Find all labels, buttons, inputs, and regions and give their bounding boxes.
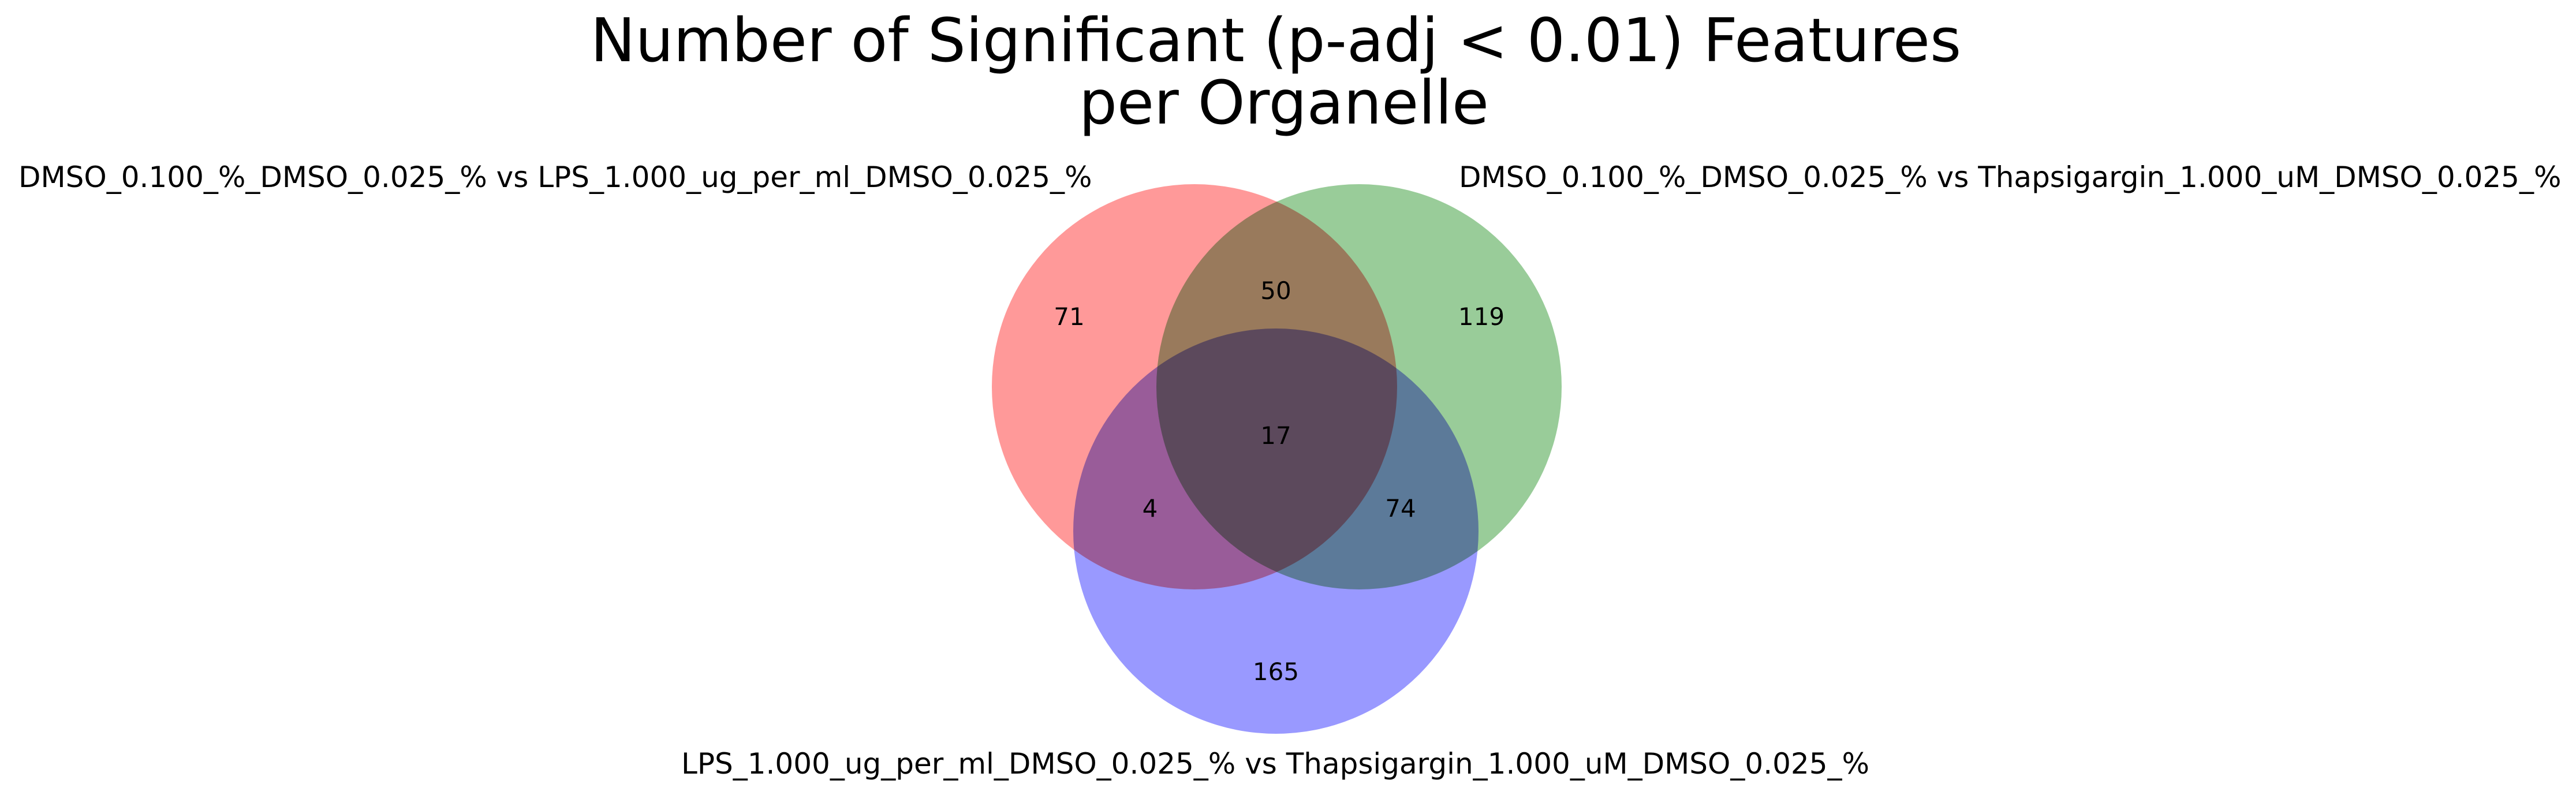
set-a-label: DMSO_0.100_%_DMSO_0.025_% vs LPS_1.000_u… [18, 160, 1092, 194]
count-a-c: 4 [1143, 494, 1158, 522]
region-counts: 71 119 165 50 4 74 17 [1054, 277, 1504, 686]
count-b-only: 119 [1458, 303, 1504, 331]
title-line-1: Number of Significant (p-adj < 0.01) Fea… [591, 5, 1961, 76]
count-a-only: 71 [1054, 303, 1084, 331]
set-c-label: LPS_1.000_ug_per_ml_DMSO_0.025_% vs Thap… [681, 747, 1869, 781]
count-c-only: 165 [1253, 658, 1299, 686]
set-labels: DMSO_0.100_%_DMSO_0.025_% vs LPS_1.000_u… [18, 160, 2561, 781]
set-c-circle [1073, 328, 1479, 734]
count-b-c: 74 [1385, 494, 1416, 522]
venn-circles [992, 184, 1562, 734]
chart-title: Number of Significant (p-adj < 0.01) Fea… [591, 5, 1961, 138]
count-a-b-c: 17 [1260, 421, 1291, 450]
count-a-b: 50 [1260, 277, 1291, 305]
title-line-2: per Organelle [1079, 68, 1489, 138]
set-b-label: DMSO_0.100_%_DMSO_0.025_% vs Thapsigargi… [1459, 160, 2561, 194]
